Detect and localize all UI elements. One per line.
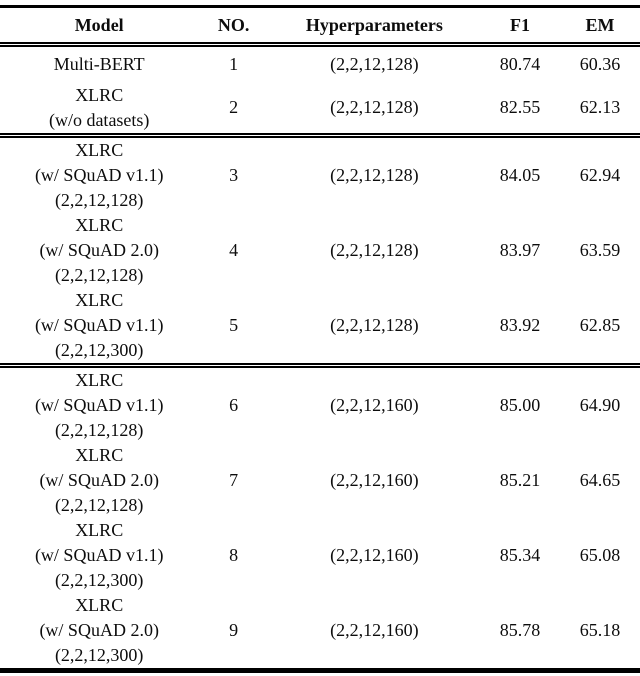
hyperparameters-cell: (2,2,12,160)	[330, 544, 419, 565]
f1-cell: 82.55	[479, 82, 560, 138]
model-line: (w/ SQuAD 2.0)	[39, 239, 159, 260]
table-row: XLRC (w/ SQuAD 2.0) (2,2,12,300) 9 (2,2,12,1…	[0, 593, 640, 671]
model-line: (2,2,12,300)	[54, 644, 144, 665]
model-line: (2,2,12,128)	[54, 264, 144, 285]
f1-cell: 83.97	[499, 239, 541, 260]
table-row: XLRC (w/ SQuAD v1.1) (2,2,12,128) 3 (2,2,12,…	[0, 135, 640, 213]
table-row: XLRC (w/ SQuAD v1.1) (2,2,12,300) 5 (2,2,12,…	[0, 287, 640, 368]
model-line: XLRC	[75, 84, 124, 105]
em-cell: 62.94	[579, 164, 621, 185]
f1-cell: 85.78	[499, 619, 541, 640]
model-cell: XLRC (w/ SQuAD 2.0) (2,2,12,128)	[0, 443, 198, 518]
hyperparameters-cell: (2,2,12,128)	[330, 164, 419, 185]
model-line: XLRC	[75, 289, 124, 310]
model-line: Multi-BERT	[53, 54, 145, 75]
model-cell: XLRC (w/ SQuAD v1.1) (2,2,12,128)	[0, 365, 198, 443]
table-group-3: XLRC (w/ SQuAD v1.1) (2,2,12,128) 6 (2,2,12,…	[0, 365, 640, 670]
em-cell: 60.36	[579, 54, 621, 75]
column-header-model: Model	[0, 6, 199, 47]
f1-cell: 83.92	[479, 287, 560, 368]
column-header-em: EM	[559, 6, 640, 47]
no-cell: 1	[229, 54, 239, 75]
no-cell: 3	[229, 164, 239, 185]
model-line: (2,2,12,128)	[54, 419, 144, 440]
model-line: (w/o datasets)	[48, 109, 150, 130]
em-cell: 62.13	[559, 82, 640, 138]
table-row: XLRC (w/ SQuAD 2.0) (2,2,12,128) 7 (2,2,12,1…	[0, 443, 640, 518]
column-header-no: NO.	[198, 6, 269, 47]
no-cell: 2	[198, 82, 269, 138]
model-line: (2,2,12,300)	[54, 569, 144, 590]
hyperparameters-cell: (2,2,12,128)	[330, 54, 419, 75]
model-cell: XLRC (w/ SQuAD 2.0) (2,2,12,128)	[0, 213, 198, 288]
results-table: Model NO. Hyperparameters F1 EM Multi-BE…	[0, 5, 640, 673]
table-header: Model NO. Hyperparameters F1 EM	[0, 6, 640, 47]
model-cell: XLRC (w/o datasets)	[0, 82, 199, 138]
column-header-hyperparameters: Hyperparameters	[268, 6, 480, 47]
f1-cell: 85.00	[499, 394, 541, 415]
model-cell: XLRC (w/ SQuAD v1.1) (2,2,12,300)	[0, 518, 198, 593]
em-cell: 65.18	[579, 619, 621, 640]
model-line: (w/ SQuAD v1.1)	[34, 314, 164, 335]
model-line: (2,2,12,128)	[54, 494, 144, 515]
f1-cell: 84.05	[499, 164, 541, 185]
table-group-1: Multi-BERT 1 (2,2,12,128) 80.74 60.36 XLRC (w/…	[0, 45, 640, 138]
no-cell: 5	[198, 287, 269, 368]
f1-cell: 85.21	[499, 469, 541, 490]
model-line: XLRC	[75, 594, 124, 615]
model-line: (w/ SQuAD v1.1)	[34, 164, 164, 185]
model-line: XLRC	[75, 369, 124, 390]
model-cell: XLRC (w/ SQuAD v1.1) (2,2,12,128)	[0, 135, 198, 213]
hyperparameters-cell: (2,2,12,128)	[330, 239, 419, 260]
em-cell: 64.65	[579, 469, 621, 490]
model-line: (w/ SQuAD v1.1)	[34, 394, 164, 415]
no-cell: 7	[229, 469, 239, 490]
table-row: XLRC (w/ SQuAD v1.1) (2,2,12,128) 6 (2,2,12,…	[0, 365, 640, 443]
model-cell: XLRC (w/ SQuAD v1.1) (2,2,12,300)	[0, 287, 199, 368]
model-line: (w/ SQuAD v1.1)	[34, 544, 164, 565]
hyperparameters-cell: (2,2,12,128)	[268, 287, 480, 368]
hyperparameters-cell: (2,2,12,128)	[268, 82, 480, 138]
model-cell: XLRC (w/ SQuAD 2.0) (2,2,12,300)	[0, 593, 198, 671]
em-cell: 63.59	[579, 239, 621, 260]
model-line: XLRC	[75, 214, 124, 235]
table-group-2: XLRC (w/ SQuAD v1.1) (2,2,12,128) 3 (2,2,12,…	[0, 135, 640, 368]
no-cell: 6	[229, 394, 239, 415]
table-row: Multi-BERT 1 (2,2,12,128) 80.74 60.36	[0, 45, 640, 83]
f1-cell: 85.34	[499, 544, 541, 565]
model-line: (w/ SQuAD 2.0)	[39, 469, 159, 490]
model-cell: Multi-BERT	[0, 45, 198, 83]
em-cell: 62.85	[559, 287, 640, 368]
em-cell: 65.08	[579, 544, 621, 565]
hyperparameters-cell: (2,2,12,160)	[330, 469, 419, 490]
table-row: XLRC (w/o datasets) 2 (2,2,12,128) 82.55 62.1…	[0, 82, 640, 138]
f1-cell: 80.74	[499, 54, 541, 75]
hyperparameters-cell: (2,2,12,160)	[330, 394, 419, 415]
model-line: XLRC	[75, 519, 124, 540]
table-row: XLRC (w/ SQuAD 2.0) (2,2,12,128) 4 (2,2,12,1…	[0, 213, 640, 288]
no-cell: 4	[229, 239, 239, 260]
em-cell: 64.90	[579, 394, 621, 415]
no-cell: 8	[229, 544, 239, 565]
model-line: XLRC	[75, 139, 124, 160]
model-line: (2,2,12,128)	[54, 189, 144, 210]
model-line: (2,2,12,300)	[54, 339, 144, 360]
column-header-f1: F1	[479, 6, 560, 47]
table-row: XLRC (w/ SQuAD v1.1) (2,2,12,300) 8 (2,2,12,…	[0, 518, 640, 593]
no-cell: 9	[229, 619, 239, 640]
hyperparameters-cell: (2,2,12,160)	[330, 619, 419, 640]
model-line: XLRC	[75, 444, 124, 465]
model-line: (w/ SQuAD 2.0)	[39, 619, 159, 640]
header-row: Model NO. Hyperparameters F1 EM	[0, 6, 640, 47]
